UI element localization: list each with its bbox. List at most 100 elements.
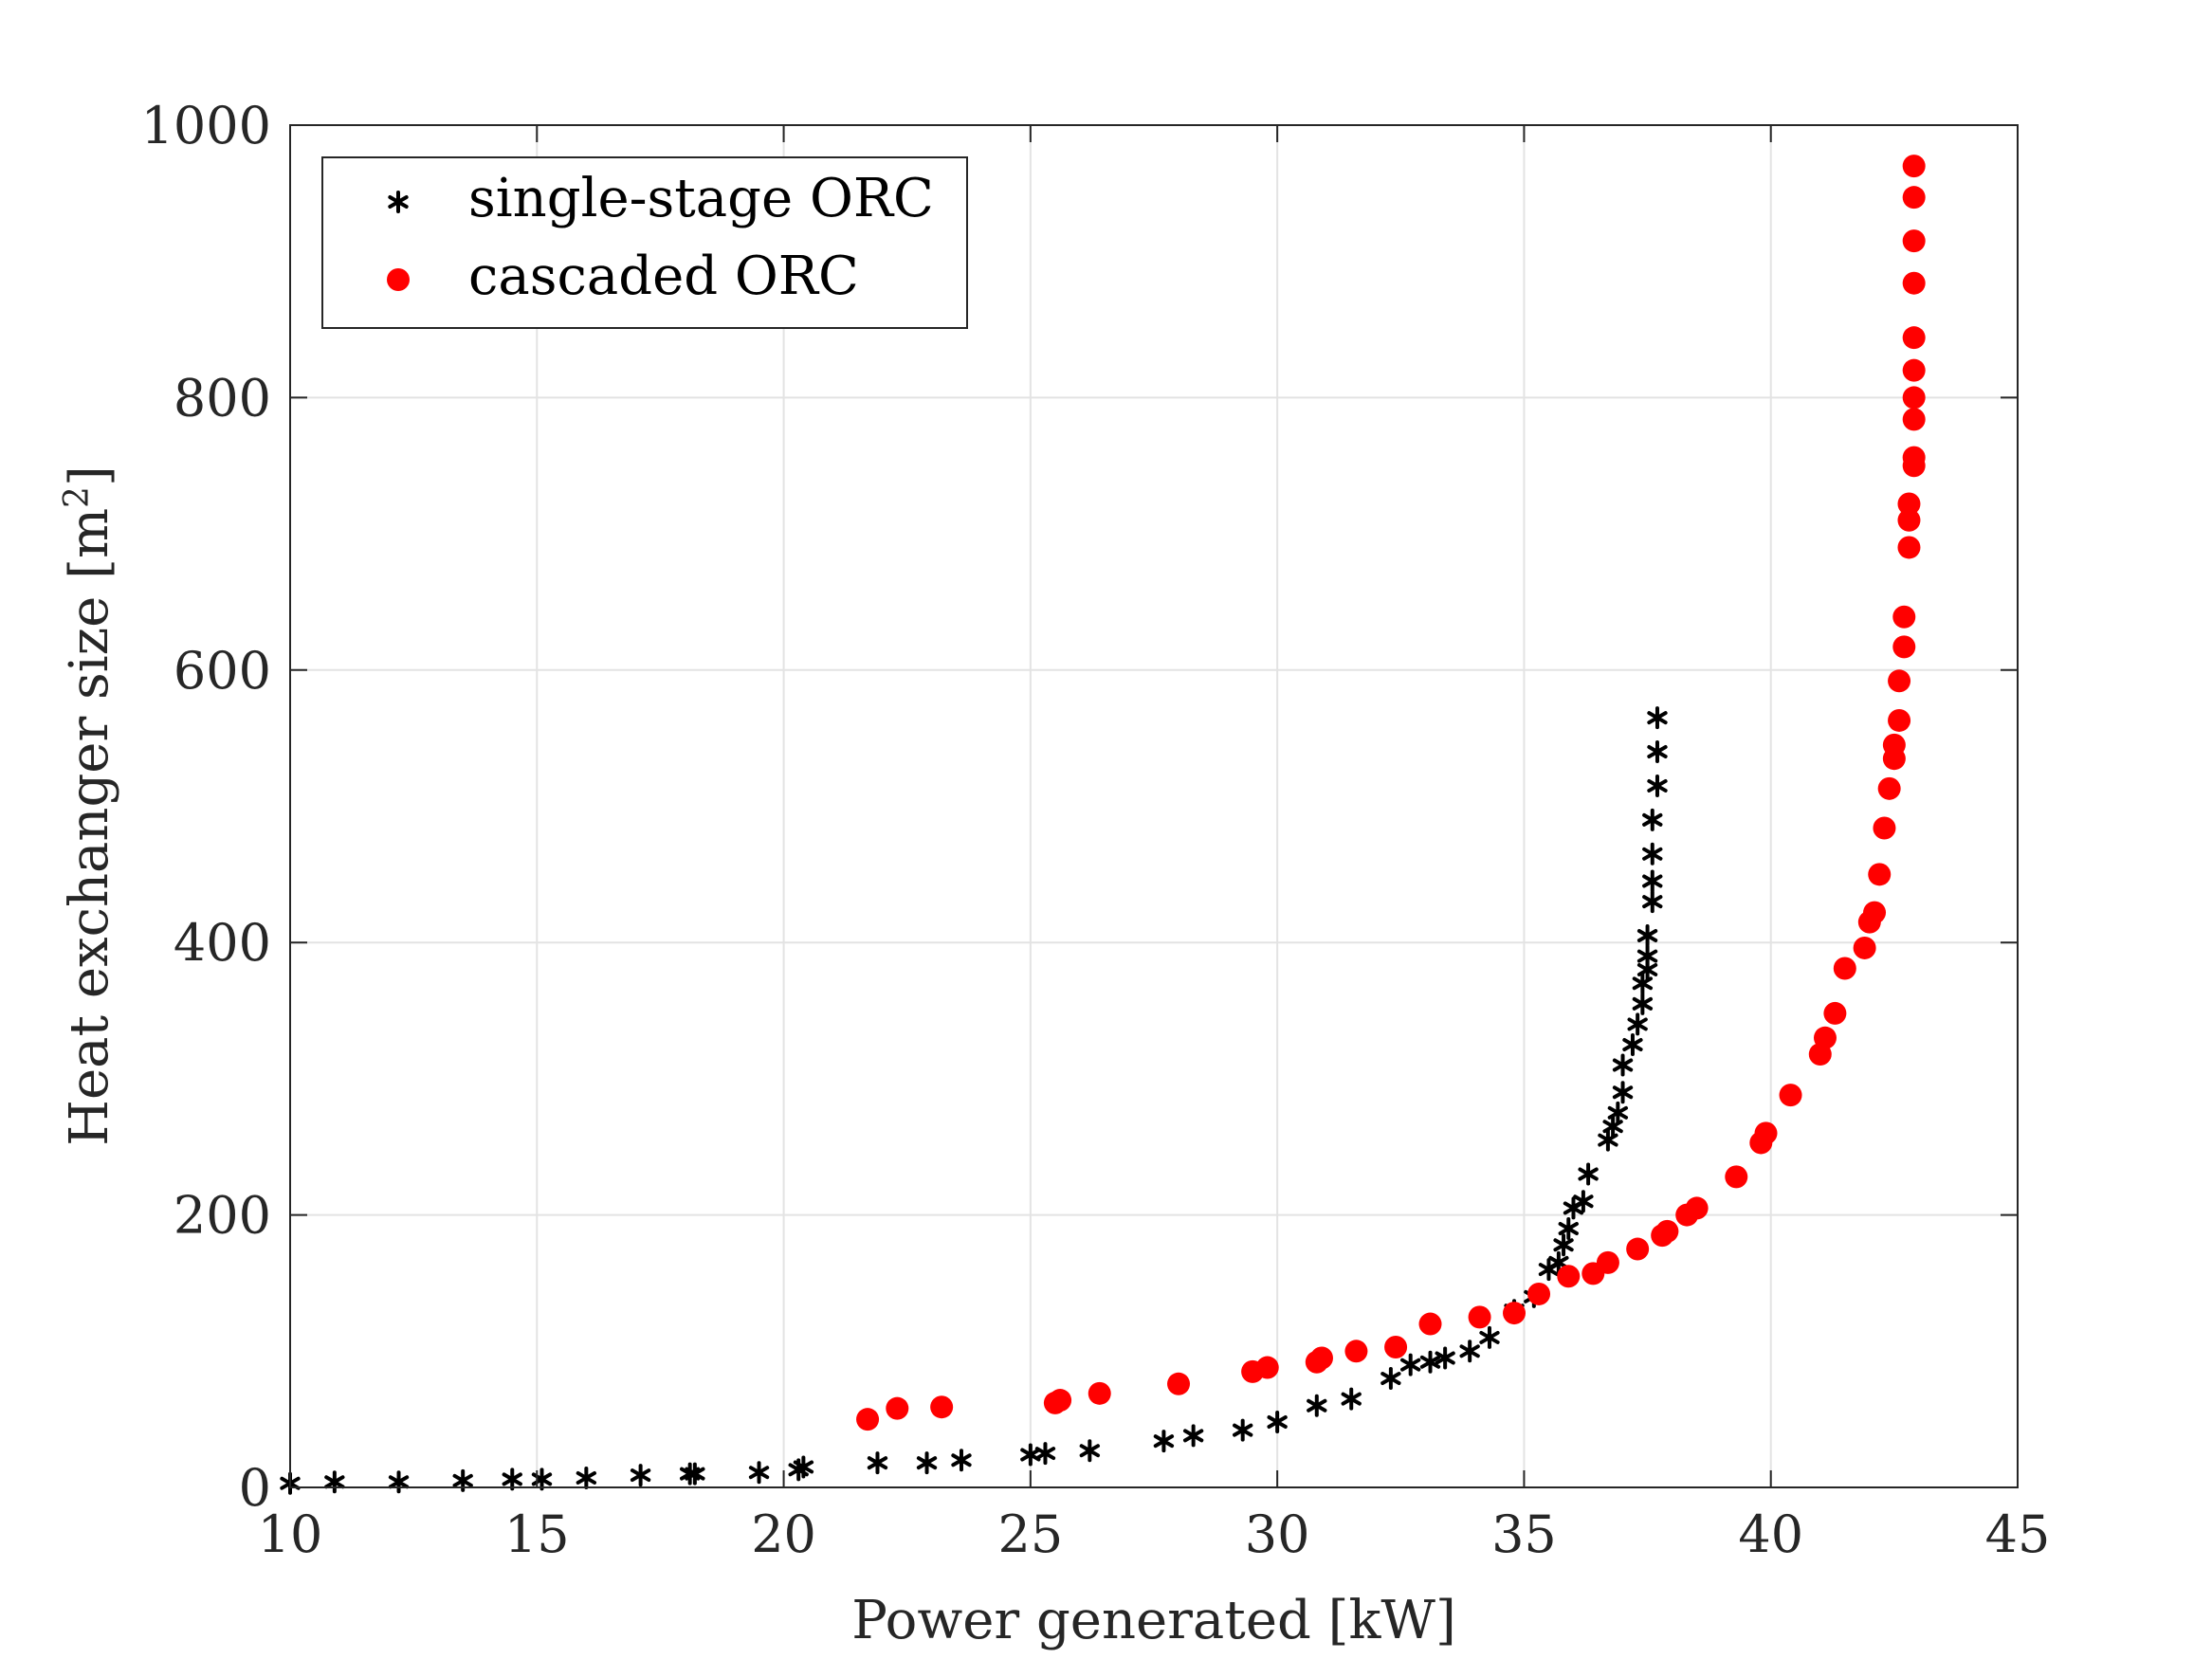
y-axis-label-main: Heat exchanger size [m (59, 508, 120, 1146)
data-point-single-stage (1642, 842, 1663, 866)
data-point-cascaded (1897, 492, 1921, 516)
data-point-cascaded (1902, 326, 1926, 350)
y-tick-label: 200 (174, 1186, 271, 1246)
data-point-cascaded (1902, 155, 1926, 178)
grid-lines (290, 125, 2018, 1487)
data-point-single-stage (1380, 1367, 1401, 1391)
legend: single-stage ORC cascaded ORC (321, 156, 968, 329)
y-axis-label-sup: 2 (58, 486, 97, 508)
data-point-single-stage (1647, 774, 1668, 797)
data-point-single-stage (1419, 1350, 1441, 1374)
data-point-single-stage (1636, 944, 1658, 968)
legend-marker-cascaded (387, 268, 410, 291)
data-point-cascaded (1655, 1219, 1679, 1243)
data-point-cascaded (1626, 1237, 1650, 1261)
data-point-single-stage (1612, 1081, 1634, 1104)
data-point-cascaded (1897, 536, 1921, 559)
data-point-single-stage (685, 1462, 705, 1486)
data-point-cascaded (1892, 605, 1916, 629)
data-point-cascaded (1384, 1335, 1408, 1358)
x-tick-label: 25 (997, 1504, 1063, 1564)
data-point-cascaded (1725, 1165, 1748, 1189)
legend-asterisk-marker (388, 191, 409, 213)
data-point-single-stage (1079, 1439, 1100, 1463)
data-point-cascaded (1868, 863, 1892, 886)
y-tick-label: 600 (174, 641, 271, 701)
y-axis-label-suffix: ] (59, 465, 120, 486)
data-point-single-stage (1182, 1424, 1204, 1448)
legend-label-single-stage: single-stage ORC (468, 168, 934, 229)
data-point-single-stage (1267, 1411, 1288, 1434)
data-point-cascaded (1863, 901, 1887, 924)
data-point-single-stage (1553, 1233, 1574, 1257)
data-point-single-stage (1558, 1216, 1579, 1240)
data-point-cascaded (1344, 1340, 1368, 1363)
data-point-single-stage (951, 1449, 972, 1472)
data-point-cascaded (1527, 1282, 1551, 1305)
data-point-cascaded (1892, 635, 1916, 659)
data-point-cascaded (1503, 1302, 1526, 1325)
data-point-single-stage (1435, 1346, 1455, 1370)
x-tick-label: 35 (1491, 1504, 1557, 1564)
data-point-cascaded (1902, 186, 1926, 210)
data-point-cascaded (1888, 669, 1911, 693)
data-point-cascaded (856, 1408, 880, 1431)
data-point-single-stage (1622, 1032, 1643, 1056)
plot-area (290, 125, 2018, 1487)
data-point-single-stage (1612, 1053, 1634, 1077)
data-point-single-stage (916, 1451, 938, 1475)
data-point-single-stage (1459, 1340, 1480, 1363)
data-point-single-stage (1607, 1101, 1628, 1124)
y-tick-label: 1000 (141, 96, 271, 155)
data-point-single-stage (1400, 1353, 1421, 1376)
data-point-cascaded (1902, 386, 1926, 410)
data-point-cascaded (1888, 708, 1911, 732)
data-point-single-stage (1307, 1394, 1327, 1417)
data-point-cascaded (1309, 1346, 1333, 1370)
x-tick-label: 20 (751, 1504, 816, 1564)
data-point-single-stage (1642, 869, 1663, 893)
data-point-cascaded (1902, 358, 1926, 382)
data-point-cascaded (1418, 1312, 1442, 1336)
data-point-single-stage (793, 1455, 814, 1479)
data-point-cascaded (1877, 776, 1901, 800)
data-point-cascaded (1049, 1389, 1072, 1413)
data-point-cascaded (1873, 816, 1896, 840)
data-point-cascaded (1902, 229, 1926, 253)
data-point-cascaded (1902, 446, 1926, 469)
data-point-single-stage (1647, 706, 1668, 730)
x-tick-label: 30 (1245, 1504, 1310, 1564)
y-tick-label: 400 (174, 913, 271, 973)
data-point-cascaded (1882, 733, 1906, 757)
data-point-cascaded (1754, 1121, 1778, 1145)
data-point-single-stage (1642, 890, 1663, 914)
x-tick-label: 45 (1985, 1504, 2051, 1564)
tick-labels: 10 15 20 25 30 35 40 45 0 200 400 600 800 1000 (141, 96, 2051, 1564)
data-point-single-stage (1642, 808, 1663, 831)
data-point-single-stage (1479, 1325, 1500, 1349)
data-point-cascaded (1468, 1305, 1491, 1329)
data-point-cascaded (1255, 1356, 1279, 1379)
data-point-cascaded (1902, 408, 1926, 431)
data-point-cascaded (1897, 508, 1921, 532)
x-tick-label: 15 (504, 1504, 570, 1564)
y-tick-label: 0 (239, 1458, 271, 1518)
axis-ticks (289, 124, 2019, 1488)
data-point-cascaded (1902, 271, 1926, 295)
data-point-cascaded (1596, 1250, 1619, 1274)
data-point-cascaded (1853, 936, 1876, 959)
data-point-single-stage (1647, 740, 1668, 764)
data-point-single-stage (576, 1466, 597, 1489)
data-point-single-stage (502, 1468, 522, 1491)
data-point-cascaded (1823, 1001, 1847, 1025)
data-point-cascaded (1833, 957, 1856, 980)
x-axis-label: Power generated [kW] (851, 1590, 1456, 1651)
data-point-single-stage (1341, 1387, 1362, 1411)
data-point-single-stage (1627, 1012, 1648, 1036)
plot-frame (289, 124, 2019, 1488)
data-point-single-stage (1578, 1162, 1599, 1186)
data-point-single-stage (1573, 1190, 1594, 1213)
y-axis-label: Heat exchanger size [m2] (58, 465, 120, 1146)
data-point-cascaded (1557, 1265, 1581, 1288)
